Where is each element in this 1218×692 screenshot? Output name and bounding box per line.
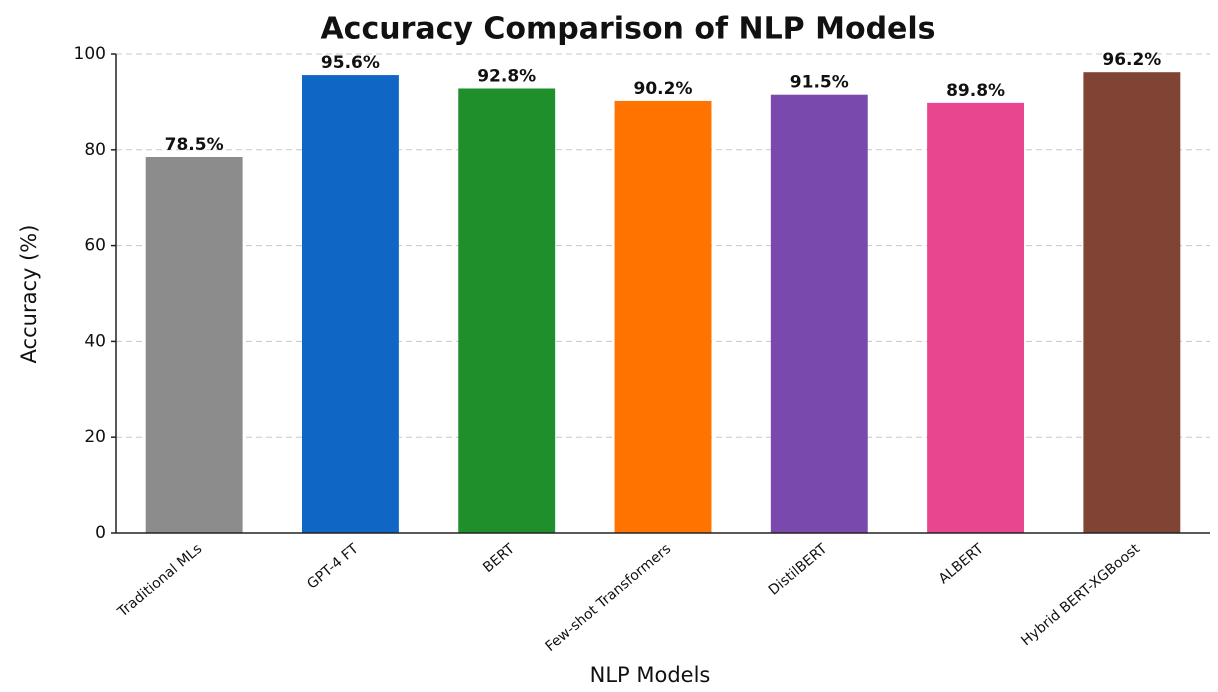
x-tick-label: ALBERT — [936, 541, 987, 588]
y-axis-label: Accuracy (%) — [17, 225, 41, 364]
bar — [458, 88, 556, 533]
x-tick-label: BERT — [480, 541, 518, 576]
bar — [927, 102, 1025, 533]
value-label: 90.2% — [634, 79, 693, 99]
x-tick-label: DistilBERT — [766, 541, 831, 599]
value-label: 95.6% — [321, 53, 380, 73]
value-label: 92.8% — [477, 66, 536, 86]
bar — [770, 94, 868, 533]
bar — [1083, 72, 1181, 534]
y-tick-label: 20 — [84, 427, 106, 447]
bar — [614, 100, 712, 533]
x-tick-label: Few-shot Transformers — [543, 541, 675, 655]
x-tick-label: Traditional MLs — [114, 541, 205, 621]
x-tick-label: GPT-4 FT — [304, 541, 362, 593]
x-tick-label: Hybrid BERT-XGBoost — [1018, 541, 1143, 650]
value-label: 91.5% — [790, 73, 849, 93]
bar — [145, 156, 243, 534]
y-tick-label: 0 — [95, 523, 106, 543]
value-label: 96.2% — [1102, 50, 1161, 70]
chart-title: Accuracy Comparison of NLP Models — [320, 12, 935, 47]
value-label: 89.8% — [946, 81, 1005, 101]
y-tick-label: 60 — [84, 236, 106, 256]
y-tick-label: 40 — [84, 331, 106, 351]
y-tick-label: 80 — [84, 140, 106, 160]
x-axis-label: NLP Models — [590, 663, 711, 687]
value-label: 78.5% — [165, 135, 224, 155]
bar — [301, 75, 399, 534]
y-tick-label: 100 — [74, 44, 106, 64]
